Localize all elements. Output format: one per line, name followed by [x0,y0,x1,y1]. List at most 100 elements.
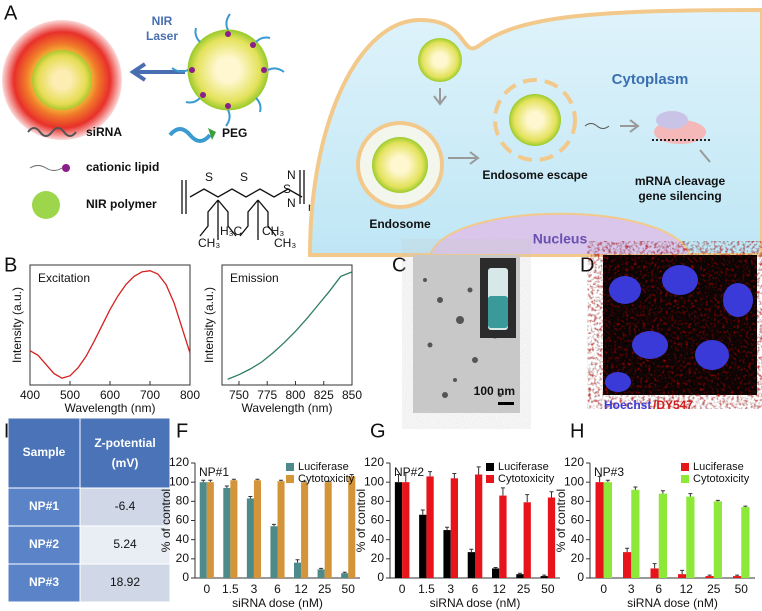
spectrum-line [29,270,191,379]
laser-arrow [129,62,185,82]
bar [426,476,434,578]
header-text: Sample [23,445,66,459]
peg-icon [168,127,212,143]
x-tick-label: 6 [274,582,281,596]
x-tick-label: 800 [180,388,200,402]
atom-label: S [283,182,291,196]
error-bar [420,509,425,515]
scale-bar [498,402,514,405]
row-text: NP#3 [29,575,59,589]
error-bar [403,472,408,483]
stain-label: Hoechst [604,398,651,412]
error-bar [428,471,433,477]
legend-swatch [681,463,689,471]
row-text: -6.4 [115,499,136,513]
error-bar [715,499,720,502]
x-tick-label: 50 [735,582,749,596]
peg-icon [208,128,216,140]
ribosome [656,111,688,129]
atom-label: CH₃ [198,236,220,250]
y-axis-label: % of control [159,489,173,552]
annotation: NP#3 [594,465,624,479]
y-tick-label: 20 [176,551,190,565]
row-cell [7,563,81,603]
error-bar [279,479,284,482]
nanoparticle [418,38,462,82]
error-bar [493,566,498,569]
cytoplasm-label: Cytoplasm [612,71,689,88]
error-bar [319,567,324,570]
arrow [433,88,447,106]
bar [394,482,403,578]
bar [475,474,483,578]
x-tick-label: 12 [680,582,694,596]
tem-image: 100 nm [413,255,520,413]
bar [467,552,475,578]
bar [741,507,750,578]
row-text: 18.92 [110,575,140,589]
x-tick-label: 6 [472,582,479,596]
atom-label: CH₃ [274,236,296,250]
legend-label: NIR polymer [86,197,157,211]
x-axis-label: Wavelength (nm) [242,401,333,415]
annotation: NP#1 [199,465,229,479]
x-tick-label: 6 [655,582,662,596]
polymer-icon [32,191,60,219]
broken-endosome [493,78,577,162]
legend-label: Luciferase [498,461,549,473]
bar [223,487,231,578]
error-bar [500,487,505,496]
legend-label: Cytotoxicity [498,473,555,485]
structure [181,170,305,240]
x-tick-label: 50 [342,582,356,596]
atom-label: N [287,196,296,210]
error-bar [469,548,474,553]
bar [301,482,309,578]
header-cell [79,417,171,489]
error-bar [597,475,602,483]
bar [270,526,278,578]
atom-label: S [205,170,213,184]
x-tick-label: 3 [447,582,454,596]
x-tick-label: 3 [628,582,635,596]
y-tick-label: 20 [571,551,585,565]
legend-label: siRNA [86,125,122,139]
scale-label: 100 nm [474,384,515,398]
error-bar [248,496,253,499]
bar [294,562,302,578]
bar [658,493,667,578]
x-tick-label: 850 [342,388,362,402]
x-tick-label: 800 [285,388,305,402]
bar [206,482,214,578]
bar [650,568,659,578]
row-cell [79,563,171,603]
legend-label: Cytotoxicity [298,473,355,485]
error-bar [326,480,331,483]
row-text: NP#1 [29,499,59,513]
bar [348,476,356,578]
bar [317,569,325,578]
annotation: Emission [230,271,279,285]
bar [540,576,548,578]
x-tick-label: 750 [229,388,249,402]
bar [341,573,349,578]
bar [499,495,507,578]
bar [450,478,458,578]
bar [516,574,524,578]
error-bar [445,526,450,531]
bar [678,574,687,578]
row-text: NP#2 [29,537,59,551]
header-cell [7,417,81,489]
silencing-label: mRNA cleavage [635,174,726,188]
legend-label: PEG [222,126,247,140]
error-bar [688,493,693,497]
particles [423,278,502,398]
panel-label: B [4,254,17,276]
bar [277,481,285,578]
y-tick-label: 20 [371,551,385,565]
y-tick-label: 120 [364,455,384,469]
error-bar [302,480,307,483]
row-cell [79,525,171,565]
row-cell [7,525,81,565]
